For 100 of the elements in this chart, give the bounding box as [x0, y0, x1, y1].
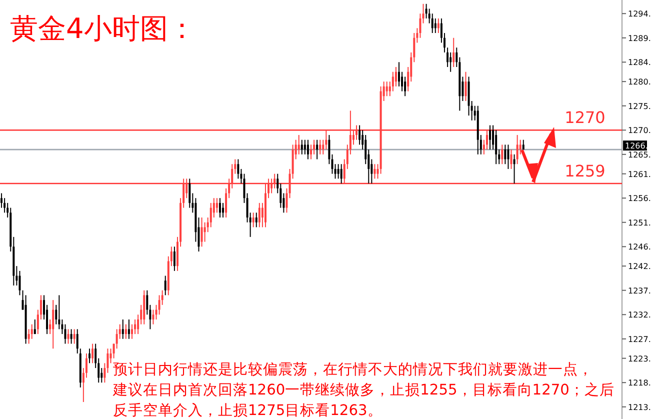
candlestick	[516, 134, 518, 165]
candlestick	[200, 217, 203, 248]
candlestick	[270, 178, 273, 194]
candlestick	[489, 124, 492, 150]
candlestick	[392, 71, 394, 92]
candlestick	[122, 318, 124, 340]
candlestick	[274, 173, 276, 189]
y-tick-label: 1227.	[628, 334, 651, 344]
candlestick	[434, 18, 436, 34]
candlestick	[222, 202, 224, 218]
candlestick	[28, 328, 30, 344]
candlestick	[216, 198, 218, 214]
y-tick-label: 1246.	[628, 242, 651, 252]
candlestick	[88, 348, 91, 364]
candlestick	[486, 130, 488, 150]
candlestick	[0, 192, 3, 208]
candlestick	[252, 212, 254, 228]
ref-line-label: 1266.	[625, 142, 648, 151]
y-tick-label: 1289.	[628, 34, 651, 43]
candlestick	[306, 139, 309, 160]
candlestick	[237, 158, 240, 180]
annotation: 建议在日内首次回落1260一带继续做多，止损1255，目标看向1270；之后	[112, 382, 614, 398]
candlestick	[298, 134, 300, 155]
candlestick	[519, 139, 522, 155]
candlestick	[404, 76, 406, 97]
y-tick-label: 1251.	[628, 218, 651, 228]
candlestick	[300, 139, 303, 155]
candlestick	[358, 124, 361, 146]
candlestick	[92, 343, 94, 364]
candlestick	[258, 202, 260, 228]
candlestick	[110, 348, 112, 364]
candlestick	[319, 139, 322, 155]
candlestick	[386, 81, 388, 97]
candlestick	[501, 144, 504, 165]
candlestick	[116, 328, 118, 350]
annotation: 预计日内行情还是比较偏震荡，在行情不大的情况下我们就要激进一点，	[113, 361, 593, 378]
y-tick-label: 1223.	[628, 354, 651, 364]
candlestick	[337, 164, 340, 180]
candlestick	[243, 173, 246, 204]
candlestick	[313, 139, 316, 155]
candlestick	[67, 328, 70, 344]
candlestick	[316, 139, 318, 160]
candlestick	[340, 164, 342, 184]
y-tick-label: 1218.	[628, 378, 651, 388]
candlestick	[464, 71, 467, 102]
candlestick	[255, 212, 258, 228]
y-tick-label: 1294.	[628, 10, 651, 19]
candlestick	[218, 198, 221, 218]
candlestick	[124, 324, 127, 340]
candlestick	[450, 52, 452, 72]
candlestick	[495, 130, 498, 165]
text: 黄金4小时图：	[10, 12, 196, 45]
y-tick-label: 1280.	[628, 78, 651, 87]
candlestick	[18, 270, 21, 296]
candlestick	[188, 178, 191, 208]
y-tick-label: 1261.	[628, 170, 651, 179]
candlestick	[504, 144, 506, 165]
candlestick	[204, 222, 206, 242]
candlestick	[352, 130, 354, 146]
candlestick	[173, 246, 176, 272]
candlestick	[52, 300, 54, 350]
candlestick	[164, 275, 166, 296]
y-tick-label: 1275.	[628, 102, 651, 111]
candlestick	[356, 124, 358, 140]
y-tick-label: 1232.	[628, 310, 651, 320]
candlestick	[210, 202, 212, 228]
candlestick	[437, 18, 440, 34]
candlestick	[58, 294, 60, 330]
y-tick-label: 1242.	[628, 262, 651, 272]
candlestick	[304, 139, 306, 155]
candlestick	[510, 149, 512, 170]
candlestick	[134, 318, 136, 335]
y-tick-label: 1237.	[628, 286, 651, 296]
candlestick	[513, 154, 516, 184]
ref-line-label: 1270	[564, 108, 606, 128]
candlestick	[76, 328, 78, 354]
candlestick	[128, 318, 130, 340]
candlestick	[186, 178, 188, 199]
candlestick	[422, 3, 424, 24]
candlestick	[374, 164, 376, 180]
candlestick	[30, 324, 33, 340]
candlestick	[310, 144, 312, 160]
candlestick	[419, 13, 422, 38]
candlestick	[34, 318, 36, 335]
ref-line-label: 1259	[564, 162, 606, 181]
candlestick	[152, 309, 154, 325]
y-tick-label: 1265.	[628, 150, 651, 160]
candlestick	[452, 37, 455, 68]
y-tick-label: 1256.	[628, 194, 651, 204]
candlestick	[286, 188, 288, 214]
candlestick	[334, 164, 336, 180]
y-tick-label: 1213.	[628, 402, 651, 412]
candlestick	[64, 324, 66, 344]
y-tick-label: 1284.	[628, 58, 651, 68]
annotation: 反手空单介入，止损1275目标看1263。	[113, 402, 382, 419]
candlestick	[507, 144, 510, 170]
candlestick	[325, 130, 328, 150]
candlestick	[130, 324, 133, 340]
candlestick	[70, 328, 72, 344]
y-tick-label: 1270.	[628, 126, 651, 136]
